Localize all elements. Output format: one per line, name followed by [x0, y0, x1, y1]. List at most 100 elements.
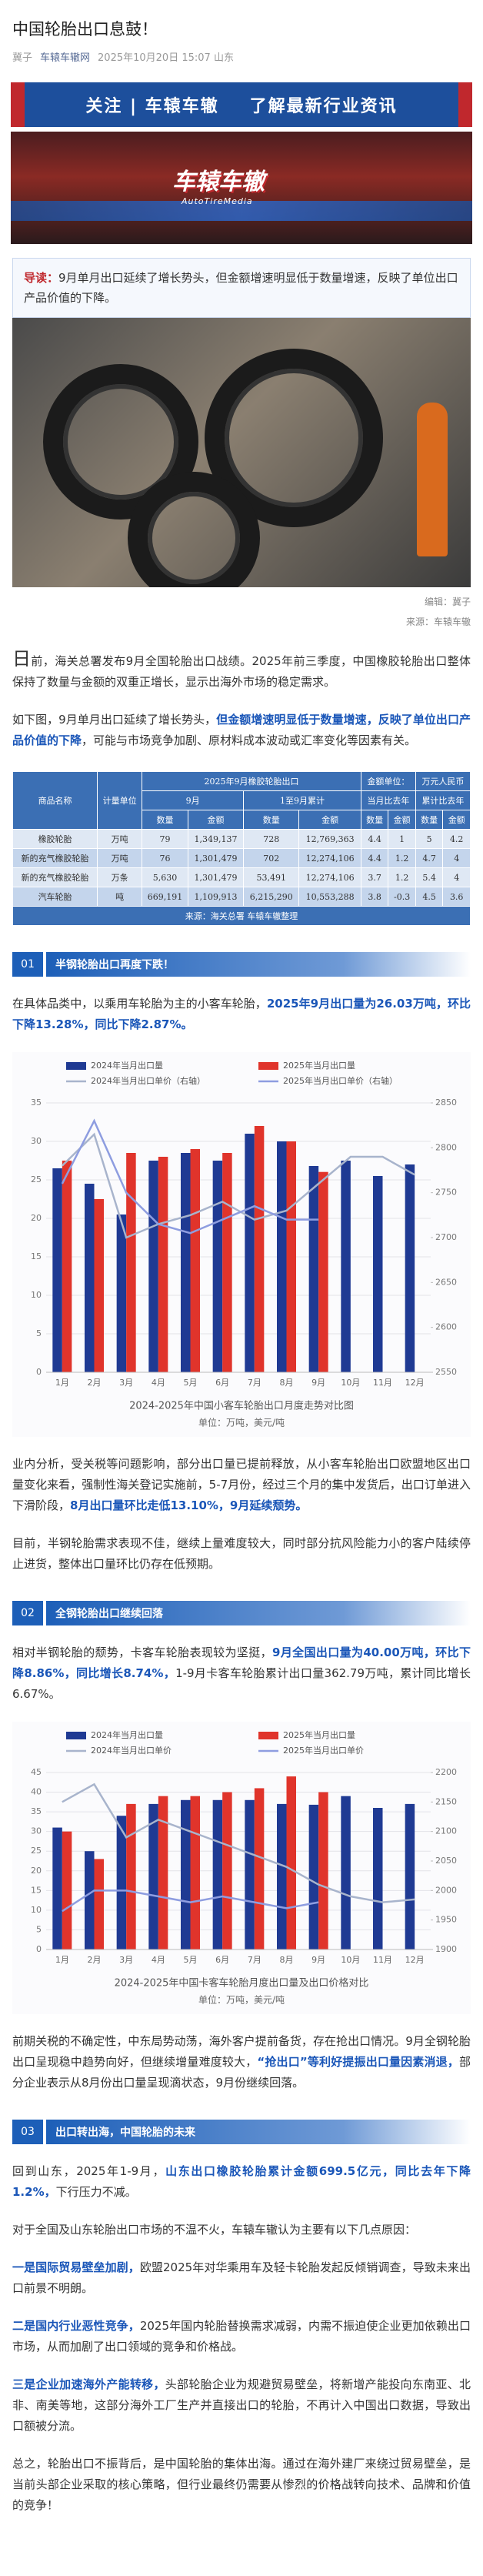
cell: 12,274,106 — [298, 848, 361, 868]
section-number: 02 — [12, 1601, 43, 1625]
bar — [148, 1161, 158, 1372]
cell: 6,215,290 — [243, 887, 300, 907]
x-tick-label: 6月 — [215, 1378, 229, 1388]
cell: 万吨 — [97, 848, 143, 868]
paragraph: 业内分析，受关税等问题影响，部分出口量已提前释放，从小客车轮胎出口欧盟地区出口量… — [12, 1454, 471, 1516]
legend-swatch — [66, 1062, 86, 1070]
source: 来源：车辕车辙 — [405, 616, 471, 627]
bar — [62, 1831, 72, 1950]
bar — [308, 1804, 319, 1950]
highlight: 一是国际贸易壁垒加剧， — [12, 2260, 140, 2274]
x-tick-label: 8月 — [280, 1955, 294, 1965]
line — [62, 1782, 415, 1903]
intro-text: 9月单月出口延续了增长势头，但金额增速明显低于数量增速，反映了单位出口产品价值的… — [24, 271, 458, 305]
bar — [254, 1126, 265, 1372]
chart-bg — [12, 1722, 471, 2014]
x-tick-label: 4月 — [152, 1378, 165, 1388]
paragraph: 如下图，9月单月出口延续了增长势头，但金额增速明显低于数量增速，反映了单位出口产… — [12, 710, 471, 751]
bar — [277, 1141, 287, 1372]
text: 部分企业表示从8月份出口量呈现滴状态，9月份继续回落。 — [12, 2055, 471, 2090]
table-source: 来源：海关总署 车辕车辙整理 — [12, 906, 471, 926]
text: 总之，轮胎出口不振背后，是中国轮胎的集体出海。通过在海外建厂来绕过贸易壁垒，是当… — [12, 2457, 471, 2512]
source-row: 来源：海关总署 车辕车辙整理 — [12, 906, 471, 926]
text: 业内分析，受关税等问题影响，部分出口量已提前释放，从小客车轮胎出口欧盟地区出口量… — [12, 1457, 471, 1512]
x-tick-label: 5月 — [184, 1955, 198, 1965]
cell: 5.4 — [415, 867, 444, 887]
bar — [158, 1157, 168, 1372]
cell: 669,191 — [142, 887, 188, 907]
banner-stripe — [11, 201, 472, 221]
unit: 万元人民币 — [415, 771, 471, 791]
legend-label: 2025年当月出口单价 — [283, 1745, 364, 1756]
y-tick-label: 20 — [31, 1213, 42, 1223]
bar — [181, 1153, 191, 1372]
x-tick-label: 3月 — [119, 1378, 133, 1388]
y2-tick-label: 2700 — [435, 1232, 457, 1242]
bar — [85, 1851, 95, 1950]
sub-head: 金额 — [388, 810, 416, 830]
line — [61, 1132, 415, 1239]
x-tick-label: 6月 — [215, 1955, 229, 1965]
cell: 79 — [142, 829, 188, 849]
bar — [181, 1799, 191, 1950]
paragraph: 相对半钢轮胎的颓势，卡客车轮胎表现较为坚挺，9月全国出口量为40.00万吨，环比… — [12, 1642, 471, 1705]
text: 1-9月卡客车轮胎累计出口量362.79万吨，累计同比增长6.67%。 — [12, 1666, 471, 1701]
section-header: 02 全钢轮胎出口继续回落 — [12, 1601, 471, 1625]
bar — [126, 1153, 136, 1372]
cell: 1,301,479 — [187, 867, 245, 887]
x-tick-label: 12月 — [405, 1955, 425, 1965]
y-tick-label: 30 — [31, 1826, 42, 1836]
y-tick-label: 5 — [36, 1924, 42, 1934]
x-tick-label: 12月 — [405, 1378, 425, 1388]
chart-bg — [12, 1052, 471, 1437]
paragraph: 对于全国及山东轮胎出口市场的不温不火，车辕车辙认为主要有以下几点原因： — [12, 2220, 471, 2240]
sub-head: 数量 — [415, 810, 444, 830]
cell: 4 — [442, 867, 471, 887]
text: 对于全国及山东轮胎出口市场的不温不火，车辕车辙认为主要有以下几点原因： — [12, 2223, 417, 2237]
chart-title: 2024-2025年中国卡客车轮胎月度出口量及出口价格对比 — [115, 1977, 369, 1990]
bar — [373, 1808, 383, 1950]
cell: 12,769,363 — [298, 829, 361, 849]
bar — [126, 1803, 136, 1950]
cell: 4.4 — [360, 848, 389, 868]
row-head: 计量单位 — [97, 771, 143, 830]
banner-follow: 关注 | 车辕车辙 — [85, 97, 219, 116]
location: 山东 — [213, 52, 234, 64]
bar — [341, 1796, 351, 1950]
x-tick-label: 4月 — [152, 1955, 165, 1965]
bar — [190, 1796, 200, 1950]
highlight: 2025年9月出口量为26.03万吨，环比下降13.28%，同比下降2.87%。 — [12, 997, 471, 1031]
group: 1至9月累计 — [243, 790, 361, 810]
section-title: 全钢轮胎出口继续回落 — [46, 1601, 471, 1625]
paragraph: 三是企业加速海外产能转移，头部轮胎企业为规避贸易壁垒，将新增产能投向东南亚、北非… — [12, 2374, 471, 2437]
x-tick-label: 1月 — [55, 1378, 69, 1388]
bar — [52, 1827, 62, 1950]
y-tick-label: 0 — [36, 1367, 42, 1377]
y2-tick-label: 1900 — [435, 1944, 457, 1954]
bar — [286, 1141, 296, 1372]
bar — [52, 1168, 62, 1372]
sub-head: 数量 — [360, 810, 389, 830]
y-tick-label: 25 — [31, 1174, 42, 1184]
x-tick-label: 5月 — [184, 1378, 198, 1388]
banner-bar: 关注 | 车辕车辙 了解最新行业资讯 — [11, 82, 472, 127]
bar — [212, 1161, 223, 1372]
caption: 编辑：冀子 来源：车辕车辙 — [12, 592, 471, 632]
x-tick-label: 9月 — [311, 1378, 325, 1388]
x-tick-label: 9月 — [311, 1955, 325, 1965]
cell: 5,630 — [142, 867, 188, 887]
cell: 728 — [243, 829, 300, 849]
bar — [245, 1799, 255, 1950]
paragraph: 二是国内行业恶性竞争，2025年国内轮胎替换需求减弱，内需不振迫使企业更加依赖出… — [12, 2316, 471, 2357]
cell: 4.4 — [360, 829, 389, 849]
photo — [12, 318, 471, 587]
x-tick-label: 10月 — [341, 1378, 360, 1388]
cell: 1.2 — [388, 848, 416, 868]
highlight: 山东出口橡胶轮胎累计金额699.5亿元，同比去年下降1.2%， — [12, 2164, 471, 2199]
bar — [222, 1153, 232, 1372]
cell: 新的充气橡胶轮胎 — [12, 848, 98, 868]
date: 2025年10月20日 15:07 — [98, 52, 211, 64]
y2-tick-label: 2100 — [435, 1826, 457, 1836]
account[interactable]: 车辕车辙网 — [40, 52, 91, 64]
legend-label: 2025年当月出口单价（右轴） — [283, 1075, 398, 1086]
